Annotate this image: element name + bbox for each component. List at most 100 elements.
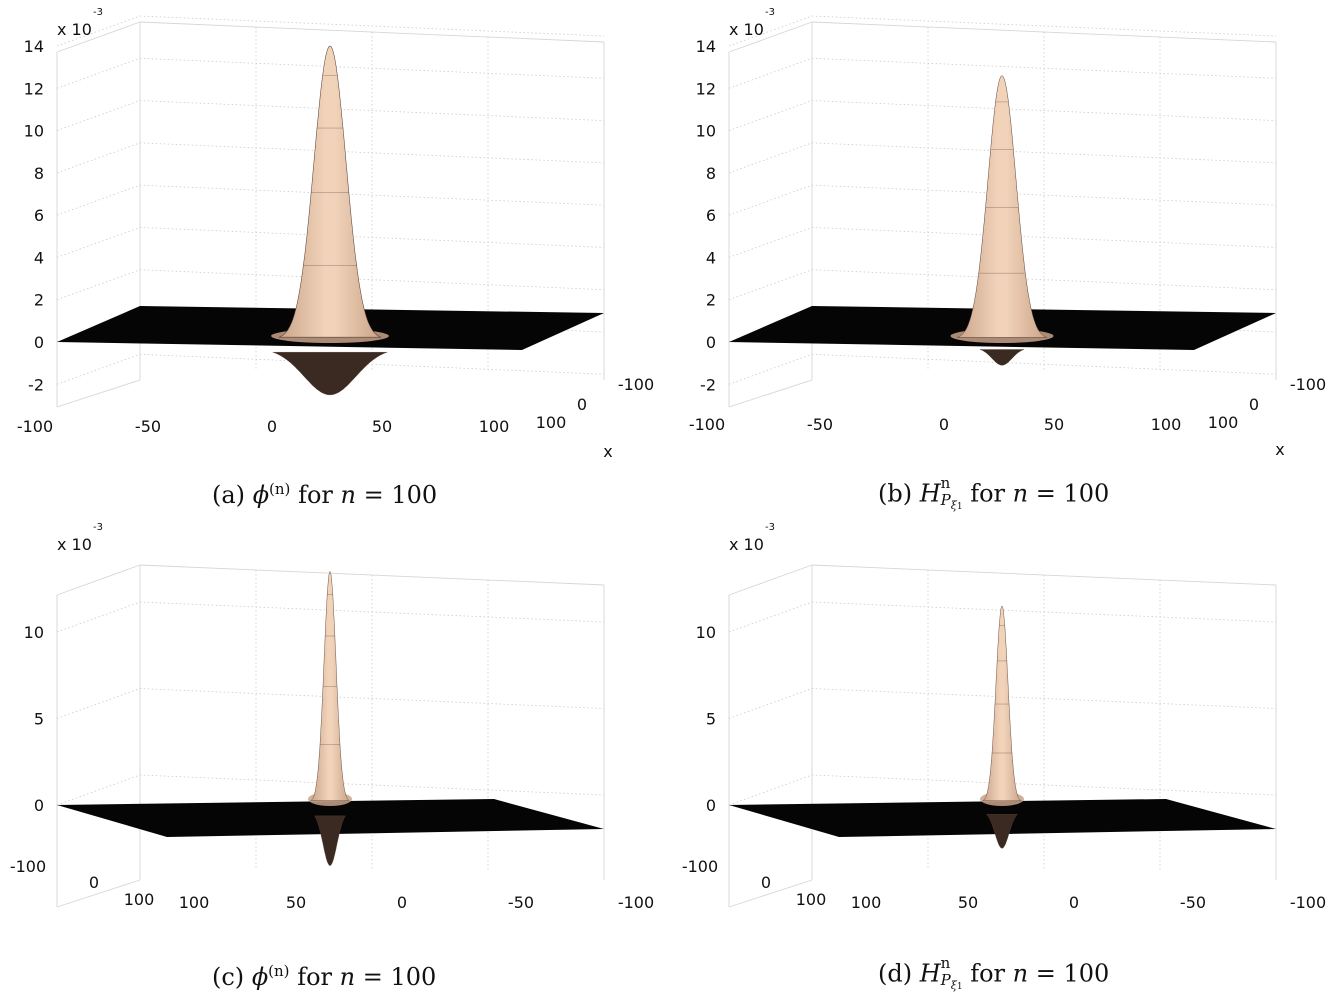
caption-a-var: n — [340, 481, 356, 509]
z-scale-label: x 10 — [57, 20, 92, 39]
caption-b-suffix: for — [970, 479, 1006, 508]
grid-line — [728, 774, 1277, 806]
x-tick-label: 0 — [939, 415, 949, 434]
caption-a-eq: = 100 — [363, 481, 438, 509]
z-tick-label: 0 — [34, 796, 44, 815]
panel-b: 14 12 10 8 6 4 2 0 -2 x 10 -3 -100 -50 0 50 100 -100 0 100… — [672, 0, 1343, 470]
box-edge — [56, 379, 141, 408]
z-tick-label: 10 — [696, 623, 716, 642]
panel-a: 14 12 10 8 6 4 2 0 -2 x 10 -3 -100 -50 0 50 100 -100 0 100… — [0, 0, 672, 470]
panel-d: 10 5 0 x 10 -3 100 50 0 -50 -100 -100 0 100 — [672, 515, 1343, 955]
x-tick-label: 50 — [372, 417, 392, 436]
y-tick-label: -100 — [682, 857, 718, 876]
grid-line — [728, 227, 1277, 258]
x-tick-label: 100 — [851, 893, 882, 912]
surface-peak — [278, 45, 382, 338]
x-tick-label: 100 — [479, 417, 510, 436]
y-tick-label: -100 — [618, 375, 654, 394]
x-tick-label: 50 — [958, 893, 978, 912]
box-edge — [728, 379, 813, 408]
grid-line — [728, 142, 1277, 174]
z-tick-label: 10 — [24, 623, 44, 642]
z-scale-label: x 10 — [729, 535, 764, 554]
caption-c-suffix: for — [297, 963, 332, 991]
z-tick-label: 4 — [706, 248, 716, 267]
caption-a: (a) ϕ(n) for n = 100 — [212, 480, 437, 509]
x-tick-label: 100 — [1151, 415, 1182, 434]
grid-line — [56, 100, 605, 131]
grid-line — [728, 353, 1277, 385]
grid-line — [728, 15, 1277, 47]
caption-b-symbol: H — [919, 479, 941, 508]
grid-line — [728, 269, 1277, 301]
grid-line — [56, 142, 605, 174]
z-scale-exponent: -3 — [93, 7, 103, 18]
caption-d-symbol: H — [919, 959, 941, 988]
box-edge — [56, 564, 141, 596]
z-scale-exponent: -3 — [765, 7, 775, 18]
y-tick-label: 0 — [89, 873, 99, 892]
z-tick-label: -2 — [700, 375, 716, 394]
x-tick-label: 0 — [1069, 893, 1079, 912]
z-tick-label: 5 — [706, 710, 716, 729]
surface-peak — [982, 605, 1022, 802]
x-tick-label: -50 — [807, 415, 833, 434]
caption-c-var: n — [339, 963, 356, 991]
x-tick-label: -100 — [689, 415, 725, 434]
y-tick-label: 100 — [796, 890, 827, 909]
caption-c-symbol: ϕ — [251, 963, 269, 991]
z-tick-label: 0 — [34, 333, 44, 352]
x-tick-label: 50 — [1044, 415, 1064, 434]
z-tick-label: 5 — [34, 710, 44, 729]
z-tick-label: 14 — [24, 37, 44, 56]
y-axis-label: x — [1275, 440, 1284, 459]
grid-line — [56, 269, 605, 301]
caption-b-eq: = 100 — [1035, 479, 1110, 508]
x-tick-label: -100 — [618, 893, 654, 912]
z-scale-exponent: -3 — [93, 522, 103, 533]
z-tick-label: 0 — [706, 796, 716, 815]
grid-line — [728, 688, 1277, 719]
z-scale-label: x 10 — [729, 20, 764, 39]
caption-d-subsubsub: 1 — [956, 982, 963, 992]
z-tick-label: 6 — [34, 206, 44, 225]
surface-trough — [986, 814, 1018, 849]
y-tick-label: -100 — [10, 857, 46, 876]
caption-c: (c) ϕ(n) for n = 100 — [212, 962, 436, 991]
x-tick-label: -50 — [1180, 893, 1206, 912]
y-tick-label: 0 — [577, 395, 587, 414]
x-tick-label: -100 — [17, 417, 53, 436]
y-tick-label: 100 — [124, 890, 155, 909]
caption-a-sup: (n) — [269, 480, 291, 498]
z-tick-label: 4 — [34, 248, 44, 267]
z-tick-label: 10 — [24, 122, 44, 141]
box-edge — [728, 21, 813, 53]
caption-b-subsub: ξ — [950, 499, 957, 512]
grid-line — [56, 57, 605, 89]
x-tick-label: -50 — [135, 417, 161, 436]
grid-line — [728, 184, 1277, 216]
y-tick-label: -100 — [1290, 375, 1326, 394]
grid-line — [728, 57, 1277, 89]
caption-d-eq: = 100 — [1035, 959, 1110, 988]
z-tick-label: 14 — [696, 37, 716, 56]
grid-line — [56, 184, 605, 216]
caption-b-subsubsub: 1 — [956, 502, 963, 512]
caption-b-prefix: (b) — [878, 479, 913, 508]
caption-d-subsub: ξ — [950, 979, 957, 992]
caption-b-var: n — [1012, 479, 1029, 508]
grid-line — [56, 353, 605, 385]
z-scale-exponent: -3 — [765, 522, 775, 533]
z-tick-label: 12 — [24, 79, 44, 98]
grid-line — [56, 688, 605, 719]
box-edge — [728, 564, 813, 596]
box-edge — [56, 879, 141, 908]
caption-c-eq: = 100 — [362, 963, 437, 991]
z-tick-label: 12 — [696, 79, 716, 98]
grid-line — [56, 774, 605, 806]
z-scale-label: x 10 — [57, 535, 92, 554]
x-tick-label: -50 — [508, 893, 534, 912]
grid-line — [56, 15, 605, 47]
y-tick-label: 100 — [536, 413, 567, 432]
